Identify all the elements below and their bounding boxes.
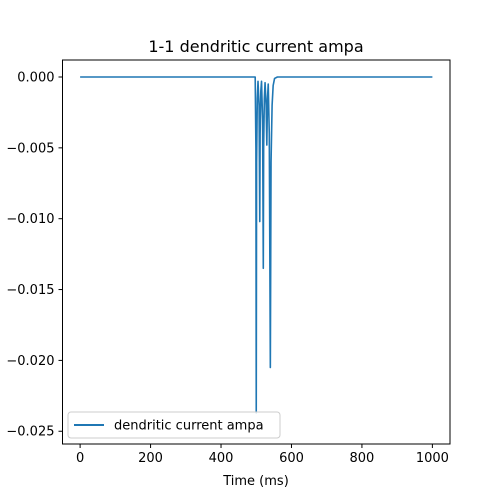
plot-frame <box>62 59 451 445</box>
x-axis-label: Time (ms) <box>222 474 289 489</box>
y-tick-label: −0.005 <box>6 141 54 156</box>
x-axis: 0 200 400 600 800 1000 <box>76 444 449 466</box>
legend-box <box>67 411 281 439</box>
x-tick-label: 0 <box>76 451 84 466</box>
y-axis: 0.000 −0.005 −0.010 −0.015 −0.020 −0.025 <box>6 71 63 440</box>
y-tick-label: −0.010 <box>6 212 54 227</box>
y-tick-label: −0.015 <box>6 283 54 298</box>
series-layer <box>80 76 433 414</box>
y-tick-label: 0.000 <box>17 71 54 86</box>
series-line-0 <box>80 76 433 414</box>
x-tick-label: 600 <box>279 451 304 466</box>
x-tick-label: 400 <box>209 451 234 466</box>
x-tick-label: 1000 <box>416 451 449 466</box>
plot-area <box>62 59 451 445</box>
x-tick-label: 800 <box>350 451 375 466</box>
y-tick-label: −0.020 <box>6 354 54 369</box>
legend-entry-label: dendritic current ampa <box>114 419 264 434</box>
y-tick-label: −0.025 <box>6 425 54 440</box>
chart-title: 1-1 dendritic current ampa <box>148 37 363 56</box>
x-tick-label: 200 <box>138 451 163 466</box>
legend: dendritic current ampa <box>67 411 281 439</box>
